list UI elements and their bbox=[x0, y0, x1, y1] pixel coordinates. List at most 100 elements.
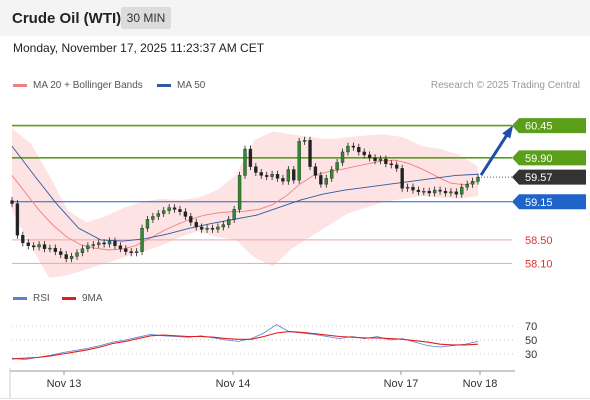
candle-body bbox=[97, 242, 101, 245]
price-candle bbox=[86, 242, 90, 253]
candle-body bbox=[227, 219, 231, 225]
candle-body bbox=[113, 240, 117, 246]
price-candle bbox=[167, 204, 171, 215]
rsi-tick-label-50: 50 bbox=[525, 335, 537, 347]
candle-body bbox=[454, 191, 458, 195]
candle-body bbox=[335, 162, 339, 170]
rsi-series-9ma bbox=[11, 331, 479, 360]
candle-body bbox=[470, 181, 475, 185]
price-candle bbox=[210, 224, 215, 233]
price-candle bbox=[248, 145, 253, 171]
candle-body bbox=[292, 169, 296, 181]
price-candle bbox=[400, 164, 404, 192]
candle-body bbox=[32, 245, 36, 248]
candle-body bbox=[48, 247, 52, 250]
candle-body bbox=[102, 242, 106, 245]
rsi-tick-label-30: 30 bbox=[525, 349, 537, 361]
price-candle bbox=[172, 204, 177, 213]
price-candle bbox=[124, 245, 128, 256]
candle-body bbox=[75, 252, 79, 257]
bottom-divider bbox=[0, 398, 590, 399]
level-label-support-4: 58.50 bbox=[525, 235, 553, 247]
price-candle bbox=[443, 187, 448, 197]
candle-body bbox=[205, 227, 209, 230]
price-candle bbox=[113, 237, 117, 250]
price-candle bbox=[151, 212, 155, 223]
price-candle bbox=[411, 183, 415, 194]
price-candle bbox=[292, 166, 296, 184]
candle-body bbox=[232, 209, 236, 220]
price-candle bbox=[373, 154, 377, 165]
candle-body bbox=[378, 158, 383, 161]
legend-rsi-ma: 9MA bbox=[62, 293, 103, 304]
candle-body bbox=[308, 140, 312, 167]
legend-rsi: RSI bbox=[13, 293, 50, 304]
legend-ma20: MA 20 + Bollinger Bands bbox=[13, 80, 143, 91]
title-bar: Crude Oil (WTI) 30 MIN bbox=[0, 0, 590, 36]
level-label-tag bbox=[512, 194, 586, 210]
price-candle bbox=[254, 163, 258, 176]
candle-body bbox=[346, 145, 350, 153]
price-candle bbox=[346, 142, 350, 156]
candle-body bbox=[351, 145, 356, 148]
price-candle bbox=[324, 174, 328, 188]
candle-body bbox=[265, 175, 269, 177]
ma50-line bbox=[11, 145, 479, 242]
candle-body bbox=[86, 245, 90, 249]
candle-body bbox=[210, 227, 215, 230]
price-candle bbox=[470, 177, 475, 188]
price-candle bbox=[75, 249, 79, 260]
price-candle bbox=[319, 171, 323, 188]
price-candle bbox=[405, 183, 410, 192]
price-candle bbox=[416, 186, 421, 196]
level-label-text: 59.15 bbox=[525, 197, 553, 209]
price-candle bbox=[48, 244, 52, 253]
price-candle bbox=[21, 231, 25, 247]
price-candle bbox=[389, 160, 393, 169]
price-candle bbox=[297, 137, 301, 184]
ma20-legend-label: MA 20 + Bollinger Bands bbox=[33, 80, 143, 91]
price-candle bbox=[281, 174, 285, 185]
candle-body bbox=[194, 222, 198, 228]
candle-body bbox=[134, 251, 139, 253]
candle-body bbox=[384, 158, 388, 164]
candle-body bbox=[42, 244, 47, 249]
price-candle bbox=[313, 163, 318, 179]
price-candle bbox=[199, 223, 204, 233]
candle-body bbox=[340, 151, 345, 163]
candle-body bbox=[59, 251, 63, 255]
candle-body bbox=[80, 248, 85, 253]
candle-body bbox=[151, 216, 155, 220]
price-candle bbox=[395, 161, 399, 172]
price-candle bbox=[438, 186, 442, 195]
price-candle bbox=[53, 244, 58, 256]
candle-body bbox=[189, 216, 193, 223]
projection-arrow-shaft bbox=[479, 127, 513, 176]
candle-body bbox=[248, 148, 253, 167]
candle-body bbox=[167, 207, 171, 211]
price-candle bbox=[91, 241, 95, 250]
candle-body bbox=[156, 213, 160, 217]
price-candle bbox=[26, 239, 30, 250]
price-candle bbox=[37, 241, 41, 251]
price-candle bbox=[384, 155, 388, 168]
candle-body bbox=[183, 211, 188, 217]
price-candle bbox=[432, 186, 437, 197]
price-candle bbox=[64, 251, 68, 263]
ma50-legend-label: MA 50 bbox=[177, 80, 206, 91]
price-candle bbox=[102, 239, 106, 248]
chart-timestamp: Monday, November 17, 2025 11:23:37 AM CE… bbox=[13, 41, 265, 55]
candle-body bbox=[162, 210, 166, 214]
timeframe-badge[interactable]: 30 MIN bbox=[121, 7, 171, 29]
candle-body bbox=[432, 189, 437, 194]
candle-body bbox=[140, 227, 144, 252]
candle-body bbox=[297, 141, 301, 181]
level-label-pivot-3: 59.15 bbox=[512, 194, 586, 210]
candle-body bbox=[302, 140, 307, 142]
ma50-swatch bbox=[157, 84, 171, 87]
price-candle bbox=[449, 188, 453, 197]
candle-body bbox=[91, 244, 95, 246]
level-label-resistance-0: 60.45 bbox=[512, 118, 586, 134]
instrument-title: Crude Oil (WTI) bbox=[12, 10, 122, 27]
candle-body bbox=[422, 191, 426, 193]
